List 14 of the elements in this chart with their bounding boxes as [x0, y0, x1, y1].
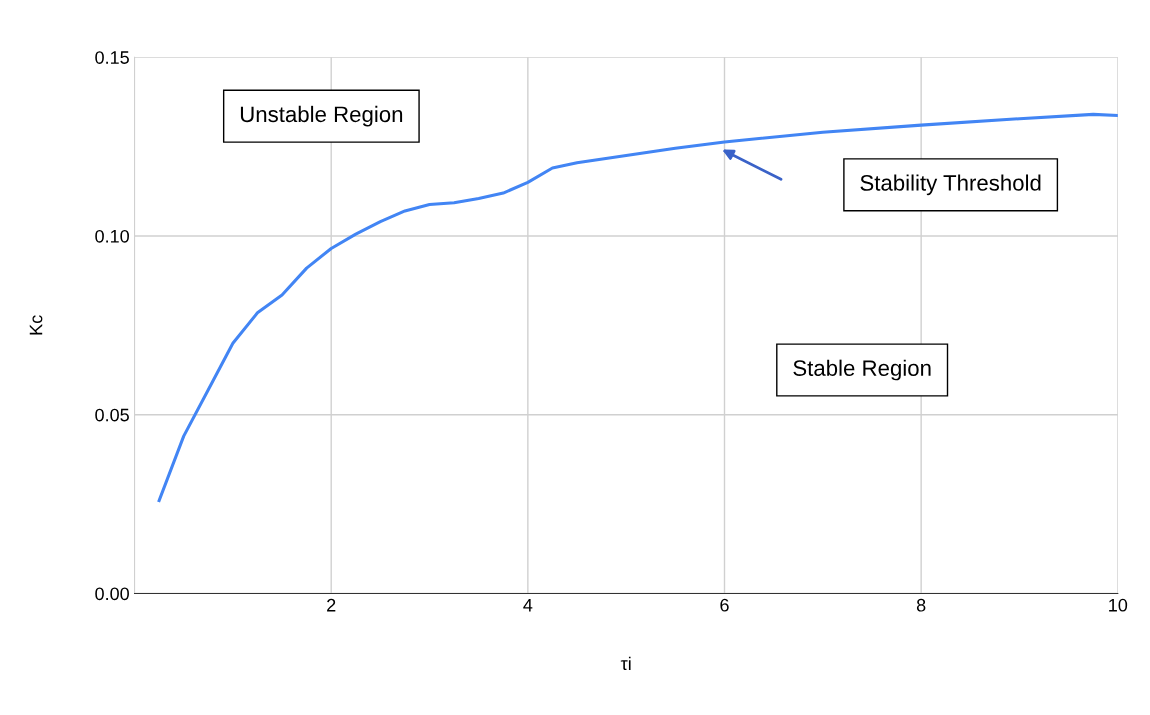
- y-tick-label: 0.00: [95, 587, 129, 601]
- x-tick-label: 4: [523, 598, 533, 612]
- x-tick-label: 10: [1109, 598, 1128, 612]
- y-tick-label: 0.05: [95, 408, 129, 422]
- x-tick-label: 6: [720, 598, 729, 612]
- y-axis-title: Kc: [29, 315, 43, 335]
- annotation: Unstable Region: [240, 105, 403, 127]
- y-tick-label: 0.15: [95, 51, 129, 64]
- x-axis-title: τi: [620, 656, 631, 671]
- annotation: Stability Threshold: [860, 174, 1041, 196]
- annotation: Stable Region: [793, 359, 931, 381]
- y-tick-label: 0.10: [95, 229, 129, 243]
- x-tick-label: 8: [916, 598, 926, 612]
- x-tick-label: 2: [327, 598, 336, 612]
